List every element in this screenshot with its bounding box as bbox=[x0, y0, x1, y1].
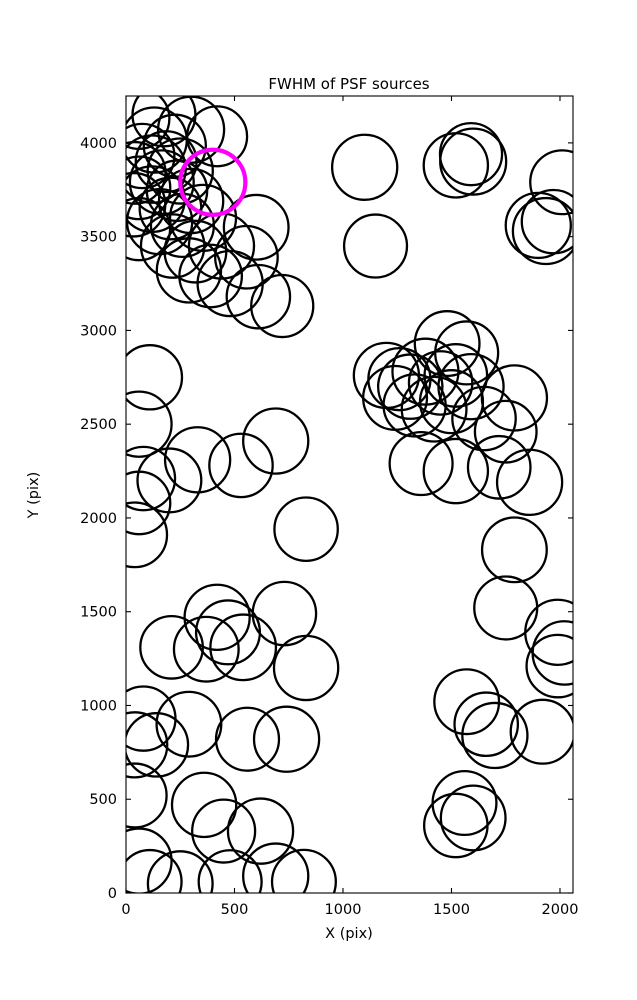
chart-title: FWHM of PSF sources bbox=[268, 75, 429, 93]
psf-source-circle bbox=[330, 133, 399, 201]
psf-source-circle bbox=[525, 633, 573, 699]
psf-source-circle bbox=[172, 615, 240, 683]
y-tick-label: 2500 bbox=[80, 417, 117, 433]
psf-source-circle bbox=[433, 668, 501, 736]
psf-source-circle bbox=[250, 273, 315, 339]
psf-source-circle bbox=[214, 224, 279, 290]
psf-source-circle bbox=[466, 434, 532, 500]
psf-source-circle bbox=[183, 583, 251, 652]
y-axis-ticks: 0 500 1000 1500 2000 2500 3000 3500 4000 bbox=[80, 136, 573, 902]
psf-source-circle bbox=[146, 850, 214, 893]
psf-source-circle bbox=[453, 691, 520, 758]
psf-source-circle bbox=[126, 155, 172, 221]
y-tick-label: 2000 bbox=[80, 511, 117, 527]
psf-source-circle bbox=[407, 350, 474, 416]
psf-source-circle bbox=[178, 243, 244, 309]
x-tick-label: 2000 bbox=[542, 902, 579, 918]
psf-source-circle bbox=[126, 122, 176, 190]
psf-source-circle bbox=[382, 373, 447, 438]
psf-source-circle bbox=[139, 614, 204, 680]
psf-source-circle bbox=[342, 213, 409, 279]
psf-source-circle bbox=[400, 375, 468, 443]
psf-source-circle bbox=[126, 827, 173, 893]
x-axis-label: X (pix) bbox=[325, 926, 373, 942]
psf-source-circle bbox=[273, 496, 339, 563]
psf-source-circle bbox=[451, 385, 517, 452]
y-tick-label: 500 bbox=[89, 792, 117, 808]
psf-source-circle bbox=[126, 762, 168, 829]
psf-source-circle bbox=[126, 445, 177, 512]
psf-source-circle bbox=[388, 430, 454, 497]
psf-source-circle bbox=[170, 771, 238, 839]
psf-source-circle bbox=[222, 193, 290, 261]
psf-source-circle bbox=[196, 249, 264, 318]
x-tick-label: 1000 bbox=[325, 902, 362, 918]
psf-source-circle bbox=[439, 127, 508, 196]
x-tick-label: 1500 bbox=[433, 902, 470, 918]
psf-source-circle bbox=[225, 263, 292, 330]
psf-source-circle bbox=[422, 437, 490, 505]
y-tick-label: 0 bbox=[108, 886, 117, 902]
psf-source-circle bbox=[509, 698, 573, 765]
psf-source-circle bbox=[531, 620, 573, 686]
psf-source-circle bbox=[126, 501, 169, 569]
psf-source-circle bbox=[422, 792, 489, 859]
psf-source-circle bbox=[146, 137, 214, 205]
psf-source-circle bbox=[252, 705, 321, 773]
psf-source-circle bbox=[461, 701, 529, 770]
y-tick-label: 1500 bbox=[80, 605, 117, 621]
psf-source-circle bbox=[511, 196, 573, 266]
psf-source-circle bbox=[214, 706, 281, 772]
y-tick-label: 1000 bbox=[80, 698, 117, 714]
axes-frame bbox=[125, 95, 574, 894]
psf-source-circle bbox=[126, 196, 172, 262]
y-axis-label: Y (pix) bbox=[26, 472, 42, 520]
psf-source-circle bbox=[209, 613, 278, 682]
y-tick-label: 4000 bbox=[80, 136, 117, 152]
psf-source-circle bbox=[208, 432, 274, 499]
psf-source-circle bbox=[413, 310, 481, 378]
psf-source-circle bbox=[524, 598, 573, 667]
psf-source-circle bbox=[126, 848, 183, 893]
x-tick-label: 0 bbox=[121, 902, 130, 918]
psf-source-circle bbox=[163, 426, 232, 494]
psf-source-circle bbox=[156, 96, 226, 164]
psf-source-circle bbox=[226, 797, 295, 865]
psf-source-circle bbox=[126, 390, 173, 458]
highlighted-psf-source-circle bbox=[178, 147, 248, 217]
psf-source-circle bbox=[473, 399, 538, 464]
psf-source-circle bbox=[242, 842, 310, 893]
psf-source-circle bbox=[126, 171, 167, 238]
psf-source-circle bbox=[126, 711, 169, 779]
psf-source-circle bbox=[480, 516, 548, 584]
y-tick-label: 3000 bbox=[80, 323, 117, 339]
psf-source-circle bbox=[134, 130, 198, 194]
psf-source-circle bbox=[495, 448, 564, 517]
x-tick-label: 500 bbox=[221, 902, 249, 918]
psf-source-circle bbox=[376, 353, 444, 420]
psf-source-circle bbox=[126, 712, 190, 778]
y-tick-label: 3500 bbox=[80, 230, 117, 246]
psf-source-circle bbox=[136, 447, 203, 514]
psf-source-circle bbox=[155, 690, 223, 758]
psf-source-circle bbox=[520, 188, 573, 255]
psf-source-circle bbox=[529, 149, 573, 216]
psf-source-circle bbox=[242, 407, 310, 475]
psf-source-circle bbox=[439, 784, 507, 852]
x-axis-ticks: 0 500 1000 1500 2000 bbox=[121, 96, 578, 918]
psf-source-circle bbox=[197, 849, 263, 893]
axes-area: 0 500 1000 1500 2000 0 500 1000 1500 2000 2500 300… bbox=[80, 95, 578, 918]
psf-source-circle bbox=[155, 237, 223, 304]
psf-source-markers bbox=[126, 96, 573, 893]
psf-source-circle bbox=[270, 848, 337, 893]
psf-source-circle bbox=[126, 344, 184, 411]
psf-source-circle bbox=[272, 634, 340, 702]
psf-source-circle bbox=[191, 798, 257, 864]
